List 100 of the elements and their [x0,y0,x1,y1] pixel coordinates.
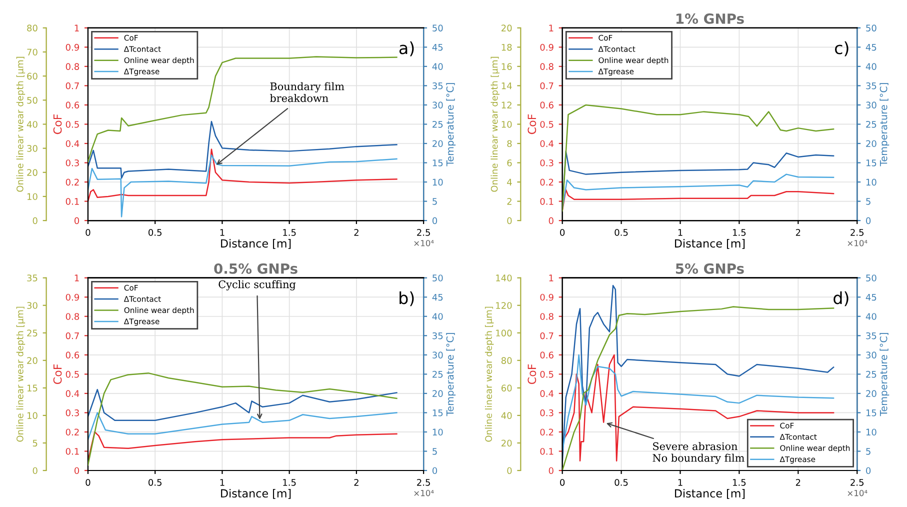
y-axis-title: CoF [53,364,62,384]
y3-tick-label: 5 [32,440,38,447]
y3-tick-label: 12 [502,102,512,108]
y2-tick-label: 30 [866,102,876,109]
y-tick-label: 0.4 [540,140,554,148]
y3-tick-label: 6 [507,159,512,166]
y-tick-label: 1 [549,274,554,282]
y2-tick-label: 40 [866,63,876,70]
annotation: Severe abrasion No boundary film [652,442,744,464]
y2-axis-title: Temperature [°C] [880,83,890,166]
text: ×10⁴ [414,240,434,246]
y-tick-label: 0.1 [66,198,79,205]
y-tick-label: 0.8 [540,313,554,320]
y3-tick-label: 40 [501,412,512,420]
y2-tick-label: 0 [866,217,871,224]
x-tick-label: 0 [560,478,565,486]
y2-tick-label: 10 [432,178,443,186]
y-tick-label: 0 [548,467,554,474]
y2-tick-label: 10 [432,428,443,436]
y3-tick-label: 20 [502,24,512,32]
y-tick-label: 1 [549,24,554,32]
y-tick-label: 0.9 [66,294,80,301]
y-tick-label: 0 [74,467,80,474]
y-tick-label: 0.6 [540,352,554,358]
y3-tick-label: 70 [27,48,38,56]
x-tick-label: 0.5 [148,229,162,236]
y3-axis-title: Online linear wear depth [µm] [16,56,26,192]
y2-tick-label: 5 [432,198,437,205]
y-tick-label: 0.2 [66,178,79,186]
y3-tick-label: 10 [27,412,38,420]
y2-tick-label: 25 [432,370,443,378]
y2-tick-label: 50 [866,274,876,282]
line-series [88,372,398,466]
y-tick-label: 0.3 [66,409,79,416]
line-series [562,174,834,210]
y2-tick-label: 10 [866,428,876,436]
y2-tick-label: 30 [432,102,443,109]
x-tick-label: 1.5 [733,479,746,486]
x-tick-label: 0 [86,229,90,236]
y2-tick-label: 20 [432,390,443,397]
y-tick-label: 0.9 [66,44,80,51]
y3-tick-label: 30 [27,145,38,152]
x-tick-label: 2 [354,478,358,486]
y2-tick-label: 15 [866,160,876,166]
x-tick-label: 1.5 [733,229,746,236]
y2-tick-label: 10 [866,178,876,186]
y2-tick-label: 0 [866,467,871,474]
y-tick-label: 0.6 [66,352,80,358]
y2-tick-label: 25 [866,370,876,378]
y2-axis-title: Temperature [°C] [446,83,456,166]
y-tick-label: 0.8 [66,313,80,320]
y-tick-label: 1 [74,24,79,32]
text: ×10⁴ [848,240,868,246]
y-tick-label: 0.7 [66,332,79,340]
x-tick-label: 1 [678,229,682,236]
y2-tick-label: 5 [432,448,437,455]
line-series [88,56,398,162]
x-tick-label: 0 [560,229,565,236]
y2-tick-label: 25 [866,120,876,128]
x-tick-label: 1 [220,479,224,486]
y3-tick-label: 20 [27,357,38,364]
y2-tick-label: 5 [866,448,870,455]
y-tick-label: 0.4 [66,390,80,397]
y3-tick-label: 0 [32,467,38,474]
line-series [88,154,398,218]
y3-tick-label: 10 [27,193,38,200]
y-tick-label: 0.3 [66,159,79,166]
line-series [88,412,398,440]
y3-tick-label: 18 [502,44,512,51]
y3-tick-label: 2 [507,198,512,205]
y2-tick-label: 35 [432,82,443,90]
y2-tick-label: 0 [432,467,438,474]
y-tick-label: 0.2 [540,178,554,186]
y2-tick-label: 35 [866,332,876,340]
line-series [88,148,398,202]
y2-tick-label: 30 [866,352,876,358]
y3-tick-label: 25 [27,330,38,336]
y-tick-label: 0.7 [66,82,79,90]
x-tick-label: 2.5 [417,478,430,486]
y-tick-label: 0.1 [66,448,79,455]
y-tick-label: 0.7 [540,82,554,90]
y2-tick-label: 20 [866,140,876,148]
y-axis-title: CoF [53,114,62,134]
y3-tick-label: 14 [502,82,512,90]
x-axis-title: Distance [m] [675,239,745,249]
y-tick-label: 0.5 [66,370,79,378]
y2-tick-label: 50 [866,24,876,32]
x-tick-label: 2.5 [417,229,430,236]
y2-tick-label: 15 [432,160,443,166]
x-tick-label: 2.5 [850,229,864,236]
y3-tick-label: 40 [26,120,38,128]
x-tick-label: 0.5 [148,478,162,486]
y3-tick-label: 4 [507,178,512,186]
y2-tick-label: 45 [432,44,443,51]
y3-tick-label: 120 [496,302,512,309]
y-tick-label: 0.2 [66,428,79,436]
y-tick-label: 0 [74,217,80,224]
y2-tick-label: 0 [432,217,438,224]
y2-tick-label: 15 [866,410,876,416]
y3-tick-label: 35 [27,274,38,282]
